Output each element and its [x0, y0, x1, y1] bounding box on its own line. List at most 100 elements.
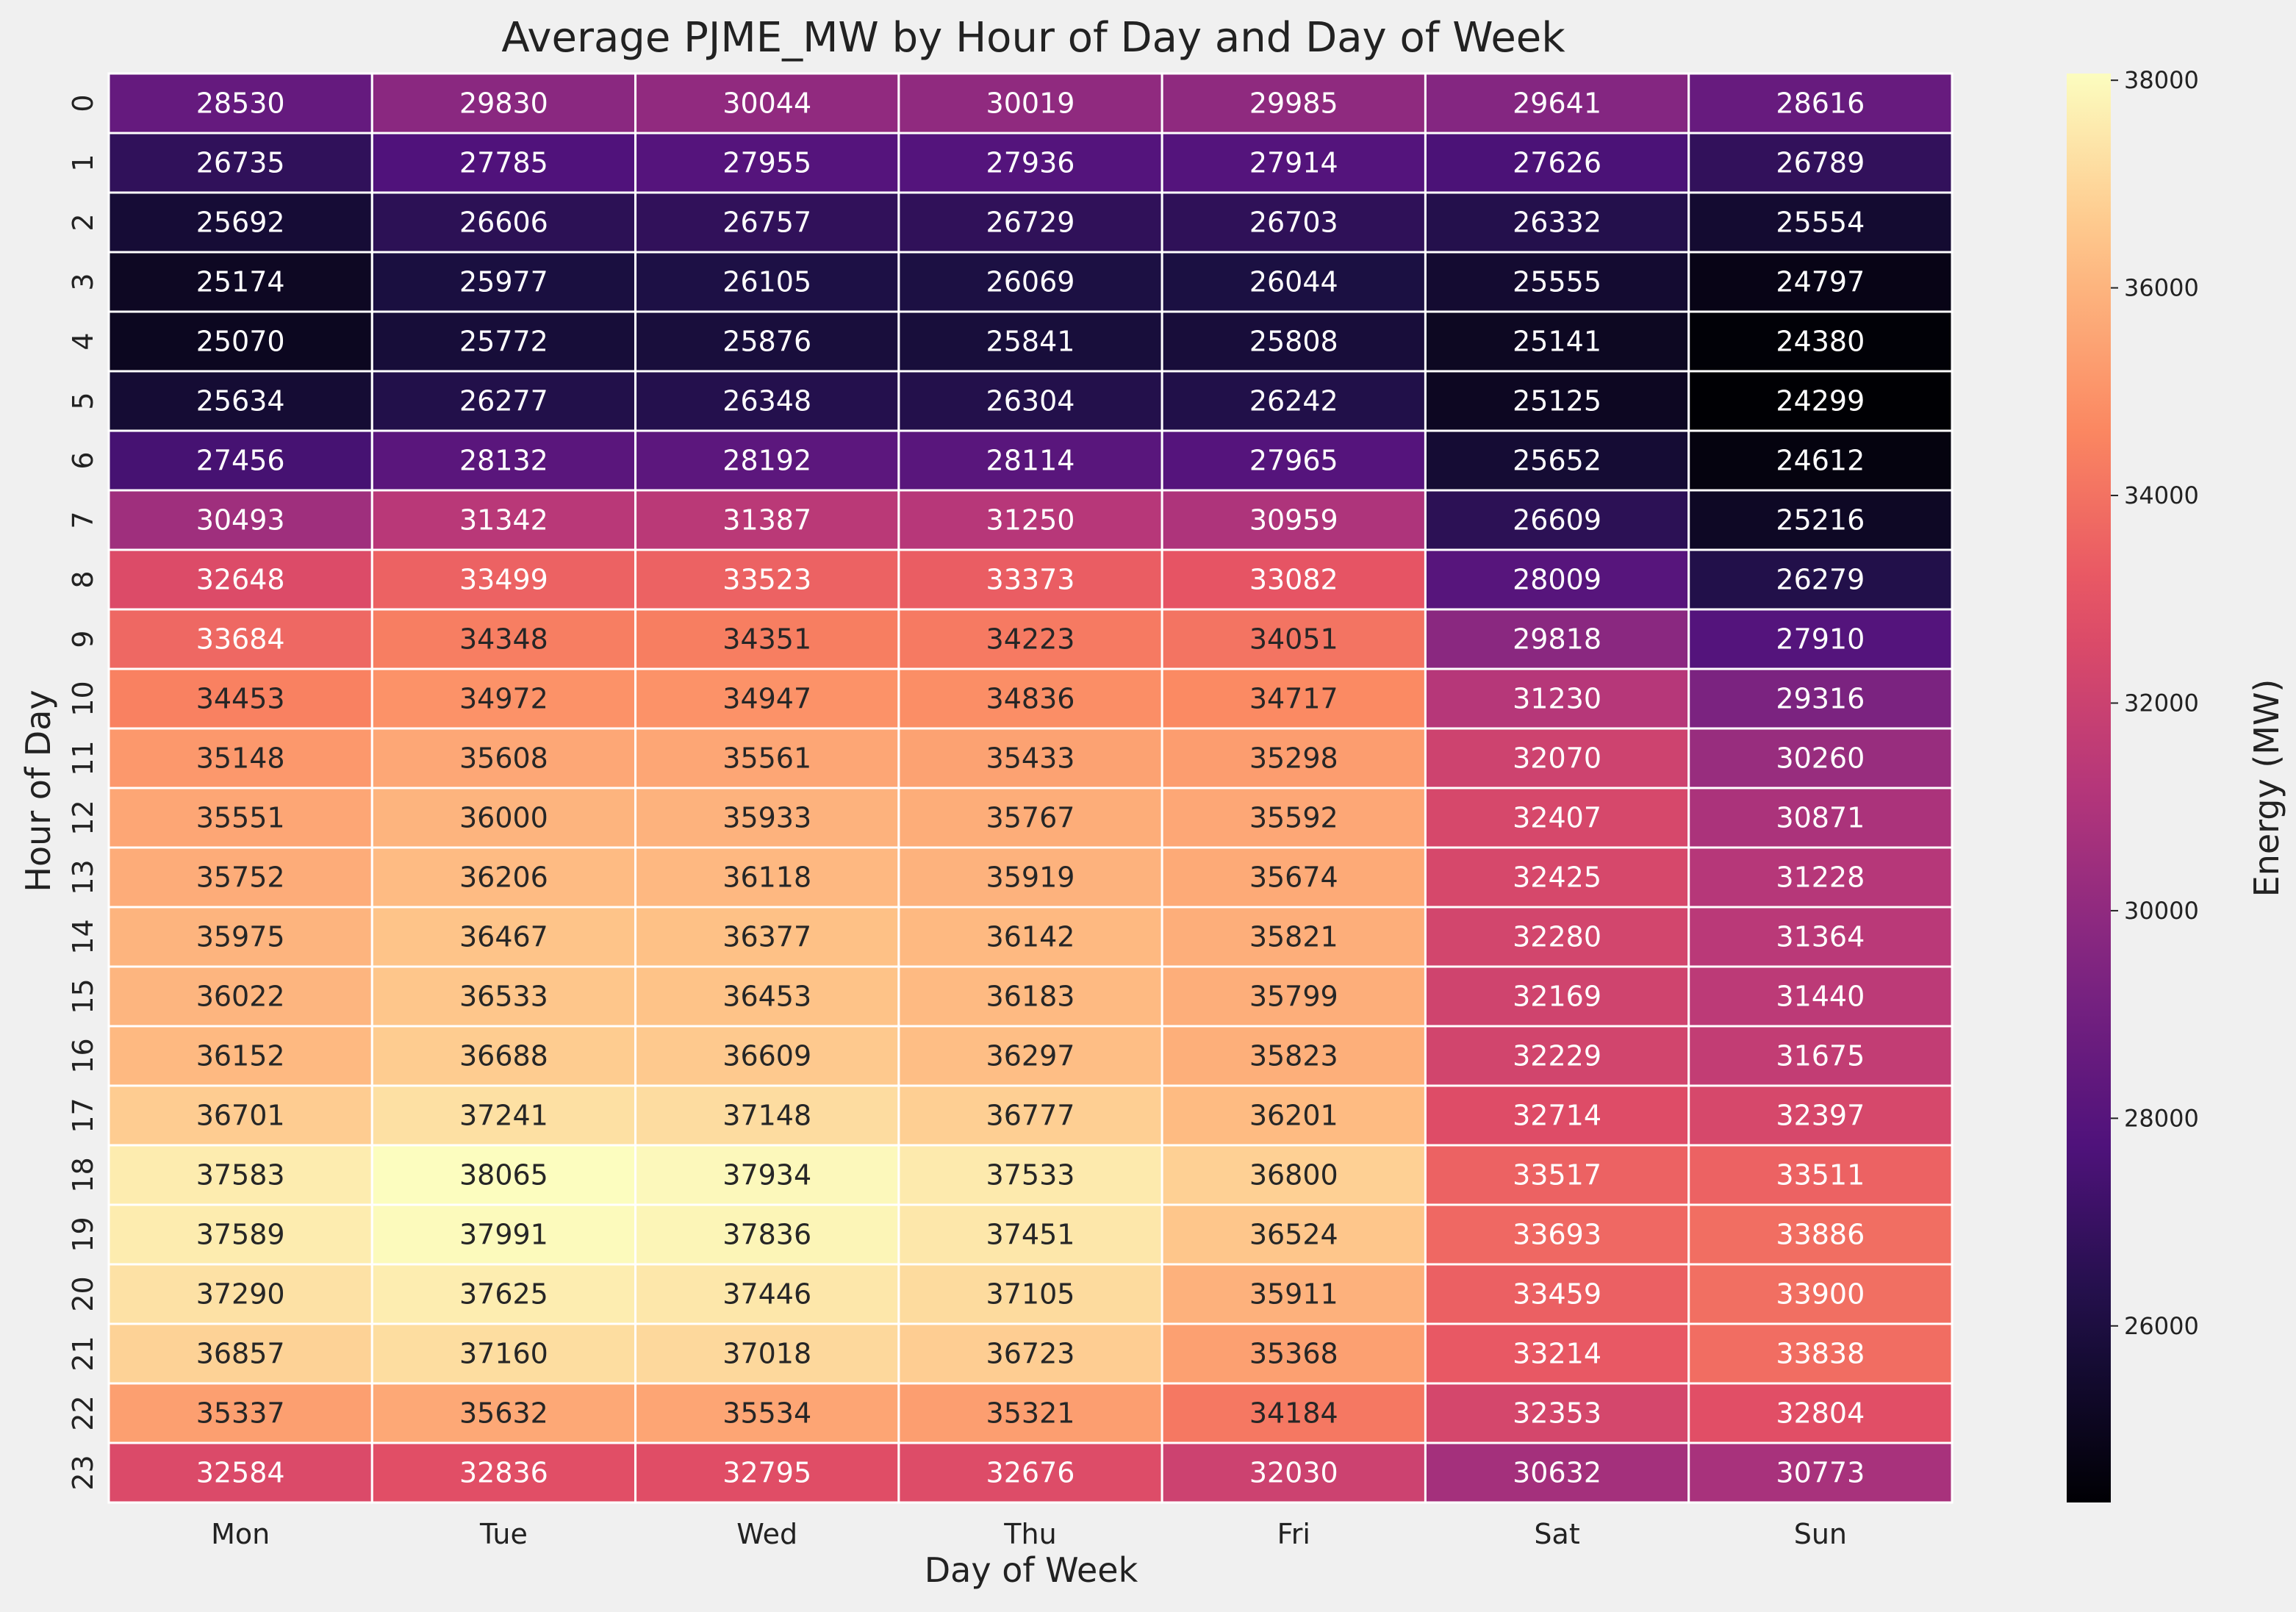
y-tick-label: 23 — [67, 1455, 99, 1490]
heatmap-cell — [1687, 429, 1954, 492]
cell-value-label: 36609 — [722, 1040, 811, 1072]
cell-value-label: 26757 — [722, 207, 811, 239]
cell-value-label: 24299 — [1776, 385, 1865, 418]
cell-value-label: 29818 — [1513, 623, 1601, 656]
cell-value-label: 33838 — [1776, 1338, 1865, 1370]
cell-value-label: 37241 — [459, 1100, 548, 1132]
cell-value-label: 36206 — [459, 861, 548, 894]
y-tick-label: 0 — [67, 94, 99, 112]
heatmap-cell — [897, 1084, 1163, 1147]
heatmap-cell — [1160, 132, 1427, 194]
cell-value-label: 37451 — [986, 1219, 1075, 1251]
heatmap-cell — [1160, 489, 1427, 551]
cell-value-label: 30959 — [1249, 504, 1338, 537]
heatmap-cell — [1687, 1263, 1954, 1325]
cell-value-label: 32397 — [1776, 1100, 1865, 1132]
cell-value-label: 32353 — [1513, 1397, 1601, 1430]
cell-value-label: 32836 — [459, 1457, 548, 1489]
heatmap-cell — [1687, 1382, 1954, 1444]
cell-value-label: 35592 — [1249, 802, 1338, 834]
cell-value-label: 34947 — [722, 683, 811, 715]
cell-value-label: 36453 — [722, 981, 811, 1013]
heatmap-cell — [1424, 906, 1690, 968]
cell-value-label: 35767 — [986, 802, 1075, 834]
heatmap-cell — [897, 489, 1163, 551]
cell-value-label: 26242 — [1249, 385, 1338, 418]
x-tick-label: Mon — [211, 1518, 270, 1550]
heatmap-cell — [1687, 906, 1954, 968]
cell-value-label: 35933 — [722, 802, 811, 834]
heatmap-cell — [1160, 667, 1427, 730]
cell-value-label: 31364 — [1776, 921, 1865, 953]
cell-value-label: 35148 — [196, 742, 285, 775]
cell-value-label: 37018 — [722, 1338, 811, 1370]
y-tick-label: 1 — [67, 154, 99, 171]
heatmap-cell — [370, 1203, 637, 1266]
heatmap-cell — [897, 1025, 1163, 1087]
cell-value-label: 27626 — [1513, 147, 1601, 179]
cell-value-label: 36118 — [722, 861, 811, 894]
y-axis-label: Hour of Day — [18, 689, 58, 892]
cell-value-label: 33511 — [1776, 1159, 1865, 1192]
heatmap-cell — [634, 1382, 900, 1444]
heatmap-cell — [1160, 727, 1427, 789]
cell-value-label: 35337 — [196, 1397, 285, 1430]
cell-value-label: 24612 — [1776, 445, 1865, 477]
cell-value-label: 35911 — [1249, 1278, 1338, 1311]
heatmap-cell — [370, 370, 637, 432]
cell-value-label: 36857 — [196, 1338, 285, 1370]
cell-value-label: 35433 — [986, 742, 1075, 775]
cell-value-label: 29316 — [1776, 683, 1865, 715]
cell-value-label: 28009 — [1513, 564, 1601, 596]
heatmap-cell — [1424, 1382, 1690, 1444]
cell-value-label: 32714 — [1513, 1100, 1601, 1132]
cell-value-label: 36297 — [986, 1040, 1075, 1072]
cell-value-label: 32584 — [196, 1457, 285, 1489]
heatmap-cell — [634, 667, 900, 730]
heatmap-cell — [1160, 608, 1427, 670]
cell-value-label: 29830 — [459, 87, 548, 120]
cell-value-label: 36533 — [459, 981, 548, 1013]
cell-value-label: 31440 — [1776, 981, 1865, 1013]
heatmap-cell — [1424, 1203, 1690, 1266]
y-tick-label: 22 — [67, 1395, 99, 1430]
cell-value-label: 25808 — [1249, 326, 1338, 358]
cell-value-label: 35799 — [1249, 981, 1338, 1013]
cell-value-label: 33082 — [1249, 564, 1338, 596]
heatmap-cell — [107, 251, 373, 313]
cell-value-label: 34453 — [196, 683, 285, 715]
cell-value-label: 36688 — [459, 1040, 548, 1072]
cell-value-label: 34836 — [986, 683, 1075, 715]
heatmap-cell — [1160, 906, 1427, 968]
heatmap-cell — [634, 429, 900, 492]
cell-value-label: 25841 — [986, 326, 1075, 358]
heatmap-cell — [1160, 1441, 1427, 1504]
heatmap-cell — [370, 1322, 637, 1385]
y-tick-label: 11 — [67, 740, 99, 775]
cell-value-label: 37105 — [986, 1278, 1075, 1311]
colorbar-tick-label: 36000 — [2124, 274, 2199, 302]
cell-value-label: 33373 — [986, 564, 1075, 596]
y-tick-label: 7 — [67, 511, 99, 529]
heatmap-cell — [897, 906, 1163, 968]
y-tick-label: 14 — [67, 919, 99, 954]
heatmap-cell — [634, 310, 900, 373]
y-tick-label: 13 — [67, 859, 99, 895]
cell-value-label: 36183 — [986, 981, 1075, 1013]
heatmap-cell — [1160, 548, 1427, 611]
heatmap-cell — [1687, 846, 1954, 909]
y-tick-label: 3 — [67, 273, 99, 290]
heatmap-cell — [1687, 965, 1954, 1028]
y-tick-label: 16 — [67, 1038, 99, 1073]
cell-value-label: 34051 — [1249, 623, 1338, 656]
cell-value-label: 32169 — [1513, 981, 1601, 1013]
cell-value-label: 25125 — [1513, 385, 1601, 418]
heatmap-cell — [107, 1084, 373, 1147]
y-tick-label: 2 — [67, 213, 99, 231]
colorbar-ticks: 26000 28000 30000 32000 34000 36000 38000 — [2111, 66, 2199, 1340]
cell-value-label: 25174 — [196, 266, 285, 298]
y-tick-label: 9 — [67, 630, 99, 648]
heatmap-cell — [107, 370, 373, 432]
heatmap-cell — [1687, 608, 1954, 670]
